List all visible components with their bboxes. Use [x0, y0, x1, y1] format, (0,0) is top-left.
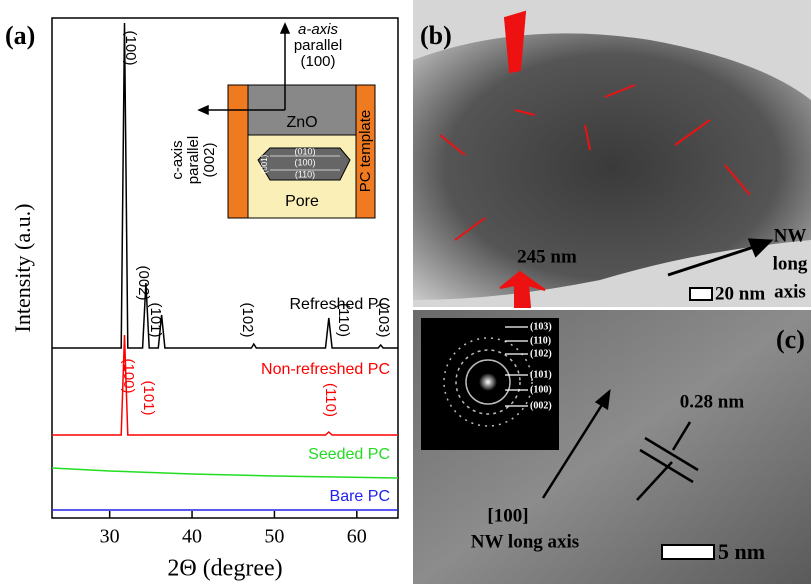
inset-label: PC template	[357, 110, 374, 193]
facet-label: (110)	[295, 169, 315, 179]
inset-label: (100)	[300, 53, 335, 70]
inset-label: parallel	[294, 37, 342, 54]
inset-label: ZnO	[286, 114, 317, 131]
scale-label: 20 nm	[715, 283, 765, 304]
facet-label: (001)	[260, 154, 269, 173]
peak-label: (101)	[140, 380, 157, 415]
peak-label: (100)	[120, 358, 137, 393]
peak-label: (103)	[375, 302, 392, 337]
panel-label: (a)	[5, 21, 35, 50]
x-axis-label: 2Θ (degree)	[167, 556, 282, 582]
template-wall	[228, 85, 248, 218]
saed-label: (110)	[530, 335, 551, 346]
y-axis-label: Intensity (a.u.)	[10, 204, 35, 333]
inset-label: (002)	[201, 142, 218, 177]
scale-bar	[662, 545, 714, 559]
facet-label: (100)	[294, 157, 315, 167]
peak-label: (101)	[147, 302, 164, 337]
facet-label: (010)	[294, 146, 315, 156]
saed-center	[479, 373, 497, 391]
saed-label: (100)	[530, 384, 552, 395]
saed-label: (101)	[530, 369, 552, 380]
series-label: Bare PC	[330, 488, 390, 505]
scale-label: 5 nm	[718, 539, 765, 564]
panel-label: (b)	[420, 21, 452, 50]
inset-label: c-axis	[169, 140, 186, 179]
scale-bar	[690, 288, 712, 300]
inset-label: parallel	[185, 136, 202, 184]
axis-label: NW	[774, 225, 807, 246]
peak-label: (110)	[335, 303, 352, 337]
x-tick-label: 60	[347, 526, 367, 548]
inset-label: Pore	[285, 193, 319, 210]
xrd-trace	[52, 468, 398, 478]
peak-label: (102)	[239, 302, 256, 337]
panel-label: (c)	[776, 325, 805, 354]
axis-label: long	[773, 253, 808, 274]
x-tick-label: 50	[264, 526, 284, 548]
figure: (b) 245 nm 20 nm NW long axis (c) 0.28 n…	[0, 0, 811, 584]
saed-label: (103)	[530, 321, 552, 332]
width-label: 245 nm	[517, 246, 577, 267]
saed-label: (102)	[530, 348, 552, 359]
series-label: Seeded PC	[308, 446, 390, 463]
xrd-trace	[52, 335, 398, 435]
peak-label: (100)	[122, 30, 139, 65]
saed-label: (002)	[530, 400, 552, 411]
direction-label: [100]	[487, 505, 528, 526]
x-tick-label: 30	[100, 526, 120, 548]
x-tick-label: 40	[182, 526, 202, 548]
peak-label: (110)	[322, 383, 339, 417]
series-label: Non-refreshed PC	[261, 361, 390, 378]
axis-label: axis	[774, 281, 806, 302]
axis-label: NW long axis	[471, 531, 579, 552]
peak-label: (002)	[135, 265, 152, 300]
inset-label: a-axis	[298, 21, 339, 38]
spacing-label: 0.28 nm	[680, 391, 745, 412]
